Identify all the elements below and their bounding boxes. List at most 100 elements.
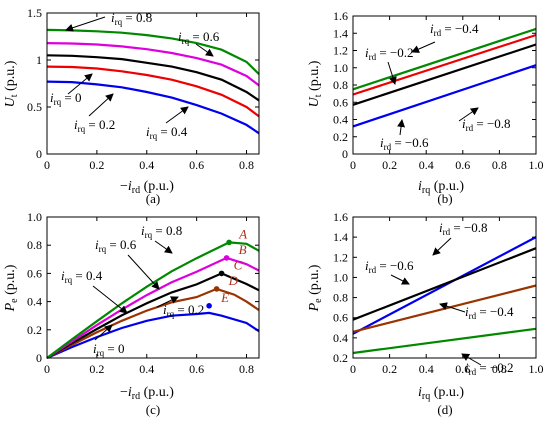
annotation-arrow — [127, 254, 160, 290]
x-tick-label: 0.2 — [382, 362, 397, 376]
y-tick-label: 0.4 — [333, 113, 348, 127]
series-line-b-3 — [352, 64, 537, 128]
y-tick-label: 1.4 — [333, 26, 348, 40]
annotation-arrow — [88, 93, 114, 117]
y-tick-label: 0 — [36, 351, 42, 365]
y-tick-label: 0.4 — [333, 331, 348, 345]
annotation-arrow — [390, 274, 410, 285]
y-tick-label: 1.4 — [333, 230, 348, 244]
annotation-label: irq = 0 — [50, 90, 81, 107]
point-marker-B — [223, 255, 230, 261]
x-axis-label: irq (p.u.) — [418, 179, 464, 196]
annotation-label: irq = 0.2 — [74, 117, 115, 134]
y-tick-label: 0.6 — [333, 95, 348, 109]
x-tick-label: 0.4 — [419, 158, 434, 172]
series-line-a-3 — [46, 42, 260, 87]
y-axis-label: Pe (p.u.) — [307, 264, 324, 312]
annotation-label: ird = −0.8 — [462, 116, 511, 133]
y-tick-label: 0 — [36, 147, 42, 161]
x-tick-label: 0.8 — [239, 158, 254, 172]
chart-panel-b: 0 0.2 0.4 0.6 0.8 1.000.20.40.60.81.01.21.41.… — [307, 9, 544, 206]
x-tick-label: 0.4 — [139, 158, 154, 172]
y-tick-label: 0.8 — [333, 78, 348, 92]
y-tick-label: 0.6 — [27, 266, 42, 280]
annotation-arrow — [397, 119, 406, 136]
annotation-arrow — [195, 43, 214, 57]
point-marker-E — [206, 303, 212, 309]
x-tick-label: 0 — [350, 158, 356, 172]
y-tick-label: 0.8 — [333, 291, 348, 305]
point-label-C: C — [234, 257, 243, 272]
y-tick-label: 1.2 — [333, 44, 348, 58]
x-tick-label: 1.0 — [529, 158, 544, 172]
annotation-arrow — [156, 296, 179, 308]
annotation-arrow — [411, 41, 436, 53]
panel-caption-a: (a) — [146, 191, 160, 206]
y-tick-label: 0.2 — [333, 130, 348, 144]
x-tick-label: 0.2 — [382, 158, 397, 172]
y-tick-label: 1.0 — [333, 61, 348, 75]
series-line-a-2 — [46, 54, 260, 102]
panel-caption-b: (b) — [437, 191, 452, 206]
series-line-b-0 — [352, 27, 537, 91]
y-tick-label: 0.2 — [27, 323, 42, 337]
annotation-arrow — [461, 353, 482, 366]
annotation-arrow — [387, 61, 397, 85]
x-tick-label: 0.8 — [492, 158, 507, 172]
annotation-label: irq = 0.6 — [178, 29, 220, 46]
x-tick-label: 0.4 — [419, 362, 434, 376]
y-tick-label: 1.6 — [333, 9, 348, 23]
annotation-arrow — [439, 302, 466, 313]
annotation-label: irq = 0.8 — [141, 223, 182, 240]
y-tick-label: 0.4 — [27, 295, 42, 309]
annotation-label: irq = 0.4 — [146, 124, 188, 141]
y-axis-label: Ut (p.u.) — [307, 60, 324, 107]
annotation-label: ird = −0.6 — [365, 258, 414, 275]
x-axis-label: −ird (p.u.) — [120, 385, 174, 402]
y-tick-label: 0.5 — [27, 100, 42, 114]
annotation-arrow — [67, 73, 93, 95]
y-tick-label: 1 — [36, 53, 42, 67]
plot-frame-a — [46, 12, 260, 155]
annotation-label: ird = −0.6 — [380, 135, 429, 152]
series-line-a-4 — [46, 28, 260, 75]
x-tick-label: 0.6 — [189, 158, 204, 172]
y-axis-label: Ut (p.u.) — [3, 60, 20, 107]
plot-frame-c — [46, 216, 260, 359]
series-line-a-0 — [46, 80, 260, 135]
series-line-b-1 — [352, 33, 537, 96]
series-line-d-3 — [352, 327, 537, 355]
x-tick-label: 0.8 — [239, 362, 254, 376]
y-tick-label: 1.6 — [333, 210, 348, 224]
x-axis-label: irq (p.u.) — [418, 385, 464, 402]
y-tick-label: 0.2 — [333, 351, 348, 365]
point-label-E: E — [220, 290, 229, 305]
series-line-b-2 — [352, 43, 537, 106]
x-tick-label: 0.2 — [89, 362, 104, 376]
chart-panel-d: 0 0.2 0.4 0.6 0.8 1.00.20.40.60.81.01.21.41.6… — [307, 210, 544, 417]
series-line-d-0 — [352, 236, 537, 335]
annotation-label: ird = −0.2 — [365, 45, 414, 62]
x-tick-label: 0.8 — [492, 362, 507, 376]
y-tick-label: 0 — [342, 147, 348, 161]
point-marker-D — [213, 286, 220, 292]
annotation-label: ird = −0.2 — [465, 360, 514, 377]
x-tick-label: 0.6 — [455, 158, 470, 172]
panel-caption-c: (c) — [146, 402, 160, 417]
series-line-c-2 — [46, 272, 260, 359]
x-tick-label: 1.0 — [529, 362, 544, 376]
point-label-B: B — [239, 242, 247, 257]
chart-panel-a: 0 0.2 0.4 0.6 0.8 0 0.5 1 1.5 −ird (p.u.) Ut (p.u.… — [3, 6, 260, 206]
y-tick-label: 1.5 — [27, 6, 42, 20]
y-tick-label: 1.2 — [333, 250, 348, 264]
y-tick-label: 1.0 — [27, 210, 42, 224]
annotation-label: ird = −0.8 — [439, 220, 488, 237]
series-line-a-1 — [46, 65, 260, 118]
y-tick-label: 1.0 — [333, 270, 348, 284]
x-tick-label: 0 — [350, 362, 356, 376]
annotation-arrow — [432, 237, 452, 256]
point-label-A: A — [238, 226, 247, 241]
annotation-arrow — [165, 106, 189, 124]
y-tick-label: 0.6 — [333, 311, 348, 325]
